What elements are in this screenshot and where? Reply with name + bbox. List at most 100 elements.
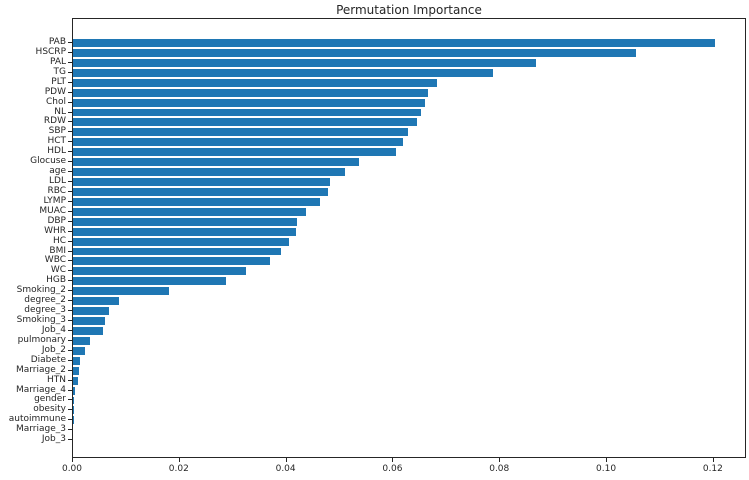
bar-HCT <box>73 138 404 147</box>
y-tick-mark <box>68 181 72 183</box>
y-tick-mark <box>68 379 72 381</box>
bar-HSCRP <box>73 48 637 57</box>
x-tick-label-0.12: 0.12 <box>702 464 723 474</box>
y-tick-mark <box>68 151 72 153</box>
bar-HDL <box>73 148 397 157</box>
y-tick-mark <box>68 210 72 212</box>
y-tick-mark <box>68 161 72 163</box>
y-tick-label-Job_2: Job_2 <box>41 344 66 355</box>
bar-RDW <box>73 118 417 127</box>
y-tick-label-NL: NL <box>54 106 66 117</box>
plot-area <box>72 18 746 458</box>
y-tick-mark <box>68 439 72 441</box>
y-tick-label-PLT: PLT <box>51 76 66 87</box>
y-tick-mark <box>68 71 72 73</box>
y-tick-label-HGB: HGB <box>46 275 66 286</box>
bar-WHR <box>73 227 297 236</box>
bar-Glocuse <box>73 158 360 167</box>
x-tick-mark <box>392 458 394 462</box>
bar-PDW <box>73 88 429 97</box>
bar-WC <box>73 267 247 276</box>
x-tick-label-0.10: 0.10 <box>596 464 617 474</box>
y-tick-label-PDW: PDW <box>44 86 66 97</box>
y-tick-label-HTN: HTN <box>47 374 66 385</box>
y-tick-label-Chol: Chol <box>46 96 66 107</box>
bar-Diabete <box>73 356 81 365</box>
bar-SBP <box>73 128 409 137</box>
x-tick-label-0.06: 0.06 <box>382 464 403 474</box>
x-tick-label-0.04: 0.04 <box>275 464 296 474</box>
y-tick-mark <box>68 280 72 282</box>
bar-HGB <box>73 277 227 286</box>
y-tick-label-WHR: WHR <box>44 225 66 236</box>
y-tick-mark <box>68 101 72 103</box>
y-tick-mark <box>68 339 72 341</box>
y-tick-label-degree_3: degree_3 <box>24 305 66 316</box>
y-tick-mark <box>68 131 72 133</box>
bar-Smoking_3 <box>73 317 106 325</box>
y-tick-mark <box>68 190 72 192</box>
y-tick-label-HDL: HDL <box>47 146 66 157</box>
y-tick-mark <box>68 260 72 262</box>
y-tick-label-Smoking_3: Smoking_3 <box>16 315 66 326</box>
bar-TG <box>73 68 493 77</box>
bar-LDL <box>73 178 330 186</box>
bar-DBP <box>73 217 298 226</box>
y-tick-label-RDW: RDW <box>43 116 66 127</box>
x-tick-label-0.02: 0.02 <box>168 464 189 474</box>
y-tick-mark <box>68 250 72 252</box>
y-tick-label-WBC: WBC <box>44 255 66 266</box>
y-tick-mark <box>68 220 72 222</box>
bar-degree_2 <box>73 297 120 306</box>
bar-gender <box>73 396 74 405</box>
x-tick-label-0.00: 0.00 <box>61 464 83 474</box>
y-tick-mark <box>68 61 72 63</box>
y-tick-mark <box>68 389 72 391</box>
y-tick-label-HCT: HCT <box>47 136 66 147</box>
y-tick-mark <box>68 429 72 431</box>
y-tick-mark <box>68 81 72 83</box>
bar-NL <box>73 108 421 117</box>
bar-PLT <box>73 78 437 87</box>
y-tick-mark <box>68 409 72 411</box>
bar-Chol <box>73 98 425 107</box>
y-tick-mark <box>68 290 72 292</box>
bar-HTN <box>73 376 78 385</box>
y-tick-label-MUAC: MUAC <box>39 205 66 216</box>
bar-BMI <box>73 247 282 256</box>
y-tick-label-PAL: PAL <box>49 56 66 67</box>
y-tick-label-autoimmune: autoimmune <box>8 414 66 425</box>
bar-Job_4 <box>73 327 103 335</box>
bar-Smoking_2 <box>73 287 169 296</box>
y-tick-mark <box>68 310 72 312</box>
y-tick-mark <box>68 51 72 53</box>
y-tick-mark <box>68 349 72 351</box>
bar-LYMP <box>73 197 321 206</box>
x-tick-mark <box>606 458 608 462</box>
y-tick-label-pulmonary: pulmonary <box>17 334 66 345</box>
y-tick-label-TG: TG <box>53 66 66 77</box>
y-tick-label-HSCRP: HSCRP <box>35 46 66 57</box>
y-tick-mark <box>68 111 72 113</box>
y-tick-mark <box>68 270 72 272</box>
x-tick-label-0.08: 0.08 <box>489 464 510 474</box>
y-tick-mark <box>68 419 72 421</box>
bar-RBC <box>73 187 328 196</box>
y-tick-label-Marriage_3: Marriage_3 <box>15 424 66 435</box>
y-tick-label-Smoking_2: Smoking_2 <box>16 285 66 296</box>
y-tick-label-LDL: LDL <box>49 176 66 187</box>
y-tick-mark <box>68 171 72 173</box>
y-tick-label-age: age <box>49 166 66 177</box>
y-tick-label-BMI: BMI <box>49 245 66 256</box>
bar-pulmonary <box>73 336 90 345</box>
y-tick-mark <box>68 329 72 331</box>
y-tick-label-HC: HC <box>52 235 66 246</box>
bar-Marriage_2 <box>73 366 80 375</box>
y-tick-mark <box>68 240 72 242</box>
y-tick-mark <box>68 200 72 202</box>
y-tick-mark <box>68 359 72 361</box>
y-tick-label-gender: gender <box>34 394 66 405</box>
y-tick-label-Marriage_4: Marriage_4 <box>15 384 66 395</box>
y-tick-mark <box>68 121 72 123</box>
